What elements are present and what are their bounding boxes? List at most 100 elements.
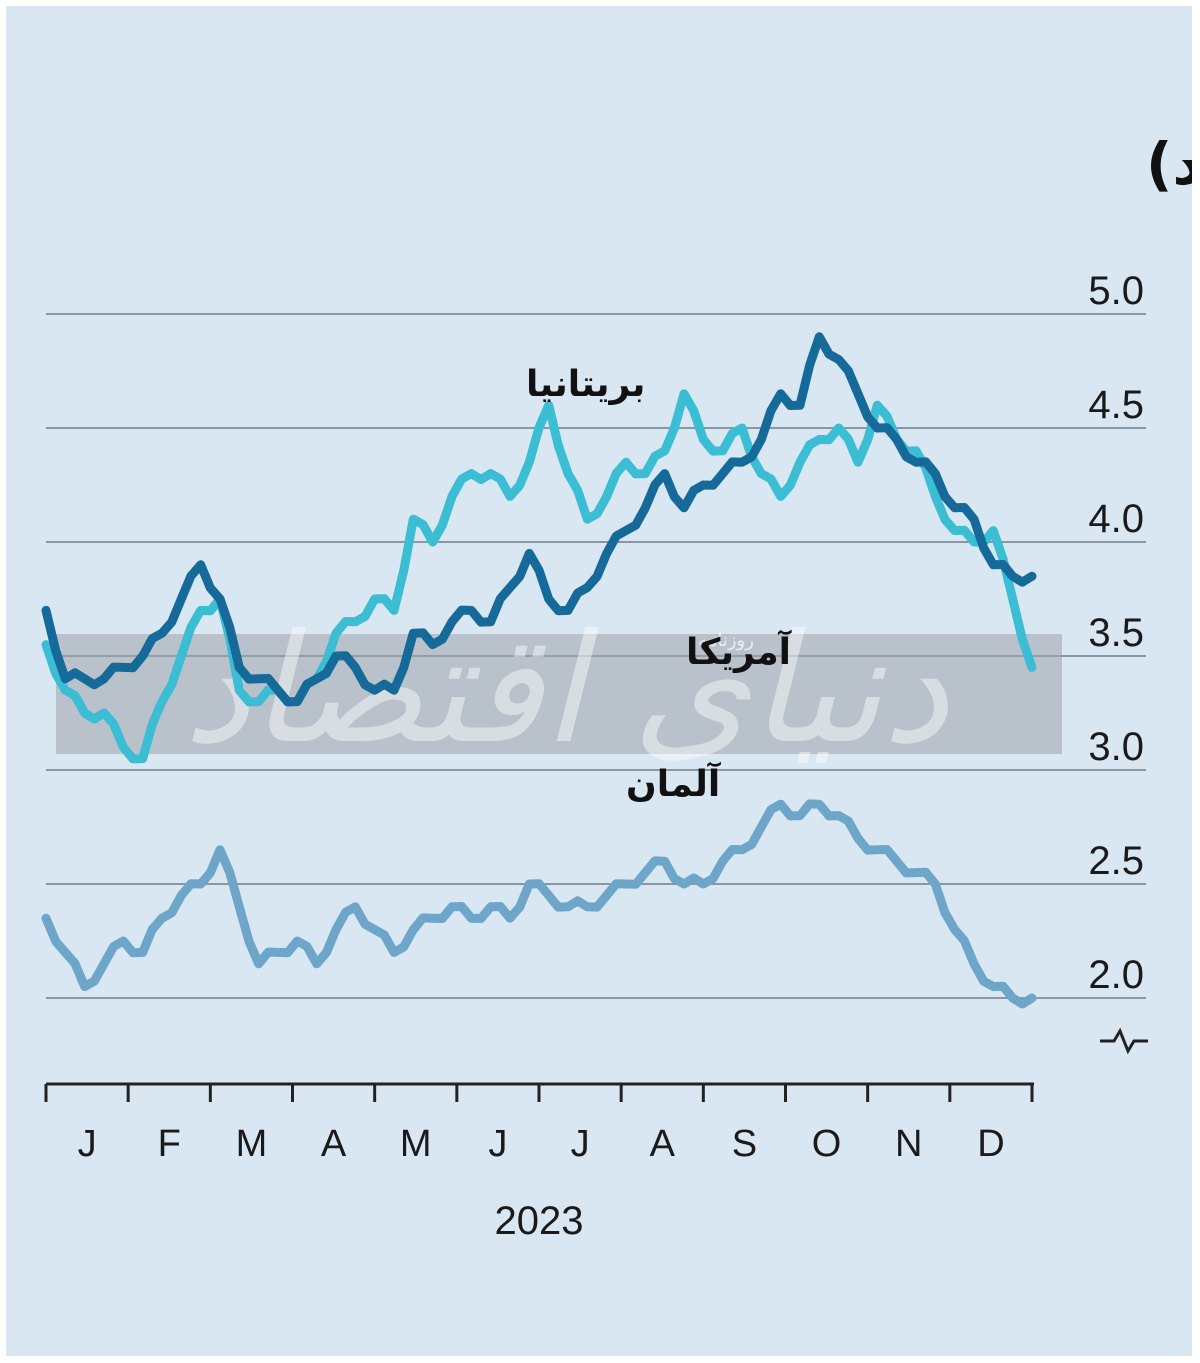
data-point [121,939,126,943]
data-point [488,619,493,624]
data-point [160,916,164,921]
data-point [334,631,338,636]
data-point [179,654,184,658]
data-point [952,505,957,510]
data-point [798,403,802,408]
data-point [1030,665,1034,670]
data-point [759,825,764,829]
y-tick-label: 4.5 [1088,383,1144,427]
data-point [682,505,686,510]
data-point [875,847,880,852]
data-point [662,448,667,453]
data-point [198,562,203,567]
data-point [392,688,396,693]
data-point [624,528,628,533]
data-point [720,859,725,864]
data-point [836,813,841,818]
data-point [121,745,126,750]
data-point [450,494,454,499]
x-tick-label: N [895,1123,922,1165]
data-point [44,916,48,921]
data-point [314,961,319,966]
data-point [836,426,841,430]
data-point [488,904,493,909]
data-point [1010,996,1015,1000]
data-point [740,426,744,430]
data-point [894,859,899,864]
data-point [160,699,164,704]
data-point [314,676,319,681]
data-point [662,471,667,476]
y-tick-label: 2.0 [1088,953,1144,997]
data-point [295,699,300,704]
data-point [1010,574,1015,579]
data-point [140,654,145,658]
data-point [643,471,648,476]
data-point [952,528,957,533]
data-point [682,882,686,886]
data-point [527,551,532,556]
data-point [546,597,551,601]
data-point [585,585,590,590]
data-point [218,597,222,601]
data-point [778,391,783,396]
series-label-uk: بریتانیا [526,364,645,405]
data-point [372,688,377,693]
x-tick-label: S [732,1123,757,1165]
data-point [276,950,280,955]
data-point [914,460,918,465]
data-point [256,699,261,704]
data-point [63,676,68,681]
y-tick-labels: 5.0 4.5 4.0 3.5 3.0 2.5 2.0 [1088,269,1144,997]
data-point [102,711,106,715]
data-point [759,437,764,442]
data-point [411,517,416,522]
data-point [411,631,416,636]
data-point [256,676,261,681]
data-point [392,608,396,613]
x-tick-label: O [812,1123,842,1165]
y-tick-label: 3.5 [1088,611,1144,655]
data-point [237,665,242,670]
data-point [778,494,783,499]
data-point [237,904,242,909]
data-point [82,676,87,681]
data-point [894,437,899,442]
data-point [875,426,880,430]
watermark-small: روزنامه [698,630,754,651]
data-point [546,403,551,408]
data-point [508,585,512,590]
data-point [372,597,377,601]
data-point [469,916,474,921]
data-point [450,619,454,624]
series-line-1 [41,332,1037,707]
data-point [933,494,938,499]
data-point [198,608,203,613]
data-point [1010,597,1015,601]
data-point [740,847,744,852]
data-point [585,517,590,522]
data-point [140,756,145,761]
series-label-germany: آلمان [626,761,722,805]
data-point [701,483,706,487]
data-point [392,950,396,955]
data-point [179,893,184,898]
data-point [643,870,648,875]
data-point [991,984,996,989]
data-point [914,448,918,453]
data-point [624,882,628,886]
data-point [508,916,512,921]
data-point [585,904,590,909]
data-point [63,950,68,955]
data-point [140,950,145,955]
data-point [276,688,280,693]
x-tick-label: A [321,1123,347,1165]
data-point [546,893,551,898]
data-point [836,357,841,362]
axis-break-icon [1100,1027,1148,1055]
data-point [82,984,87,989]
data-point [450,904,454,909]
y-tick-label: 5.0 [1088,269,1144,313]
data-point [527,882,532,886]
data-point [798,460,802,465]
